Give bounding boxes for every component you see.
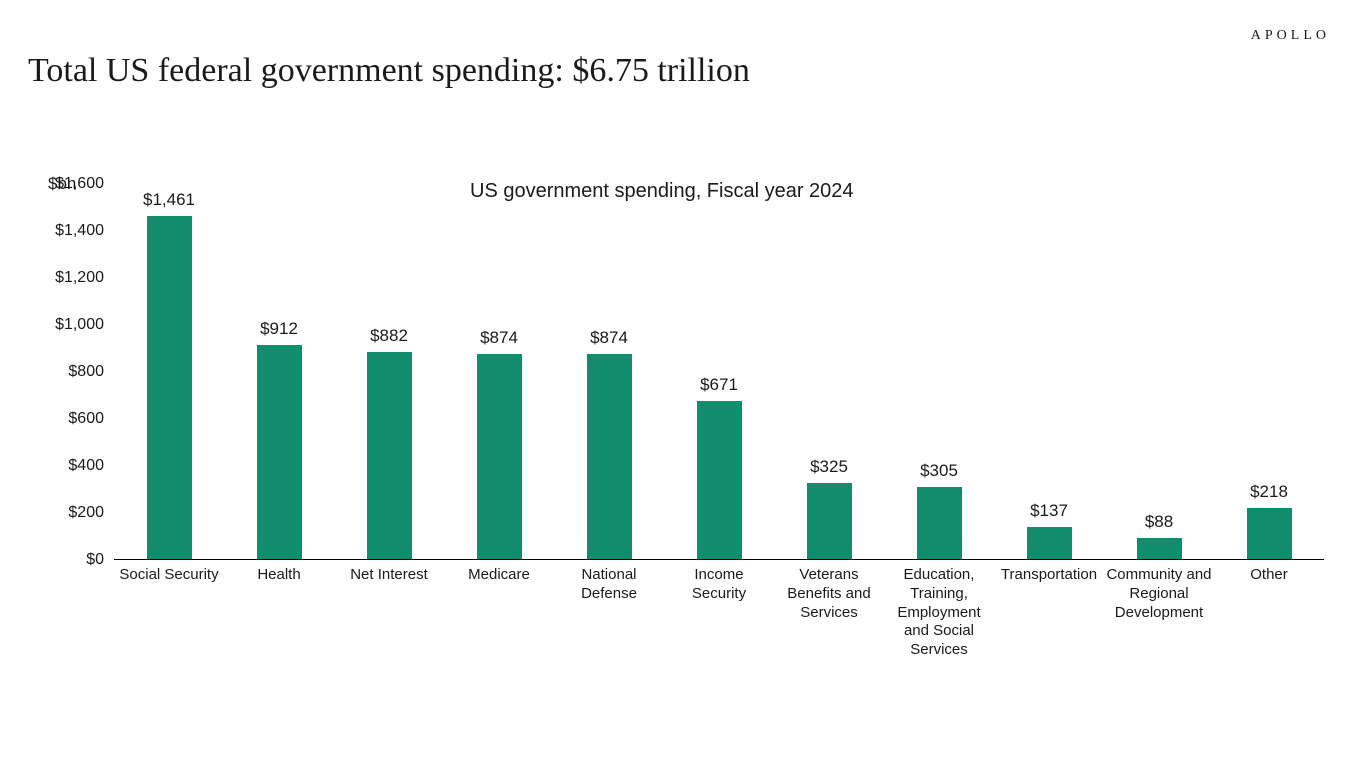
bar-value-label: $218 [1209, 482, 1329, 502]
x-tick-label: Health [226, 566, 332, 585]
y-tick-label: $1,200 [40, 269, 104, 287]
y-tick-label: $800 [40, 363, 104, 381]
y-tick-label: $200 [40, 504, 104, 522]
x-tick-label: Community and Regional Development [1106, 566, 1212, 622]
bar-value-label: $882 [329, 326, 449, 346]
x-tick-label: Other [1216, 566, 1322, 585]
chart-bar [367, 352, 412, 559]
x-tick-label: Net Interest [336, 566, 442, 585]
chart-bar [807, 483, 852, 559]
bar-value-label: $305 [879, 461, 999, 481]
x-tick-label: National Defense [556, 566, 662, 604]
page-root: APOLLO Total US federal government spend… [0, 0, 1366, 768]
brand-logo: APOLLO [1251, 28, 1330, 44]
bar-value-label: $137 [989, 501, 1109, 521]
y-tick-label: $400 [40, 457, 104, 475]
bar-value-label: $912 [219, 319, 339, 339]
x-tick-label: Income Security [666, 566, 772, 604]
bar-value-label: $874 [549, 328, 669, 348]
page-title: Total US federal government spending: $6… [28, 52, 750, 90]
x-tick-label: Education, Training, Employment and Soci… [886, 566, 992, 660]
chart-container: $bn US government spending, Fiscal year … [40, 160, 1330, 720]
x-tick-label: Medicare [446, 566, 552, 585]
chart-bar [587, 354, 632, 559]
chart-bar [1027, 527, 1072, 559]
bar-value-label: $874 [439, 328, 559, 348]
x-tick-label: Transportation [996, 566, 1102, 585]
chart-bar [917, 487, 962, 559]
chart-bar [697, 401, 742, 559]
x-tick-label: Veterans Benefits and Services [776, 566, 882, 622]
y-axis-labels: $0$200$400$600$800$1,000$1,200$1,400$1,6… [40, 180, 110, 560]
chart-bar [477, 354, 522, 559]
y-tick-label: $1,000 [40, 316, 104, 334]
y-tick-label: $0 [40, 551, 104, 569]
chart-bar [1247, 508, 1292, 559]
x-tick-label: Social Security [116, 566, 222, 585]
chart-bar [147, 216, 192, 559]
chart-bar [257, 345, 302, 559]
y-tick-label: $1,400 [40, 222, 104, 240]
bar-value-label: $88 [1099, 512, 1219, 532]
bar-value-label: $325 [769, 457, 889, 477]
chart-bar [1137, 538, 1182, 559]
bar-value-label: $671 [659, 375, 779, 395]
chart-plot-area: $1,461$912$882$874$874$671$325$305$137$8… [114, 184, 1324, 560]
y-tick-label: $600 [40, 410, 104, 428]
y-tick-label: $1,600 [40, 175, 104, 193]
bar-value-label: $1,461 [109, 190, 229, 210]
